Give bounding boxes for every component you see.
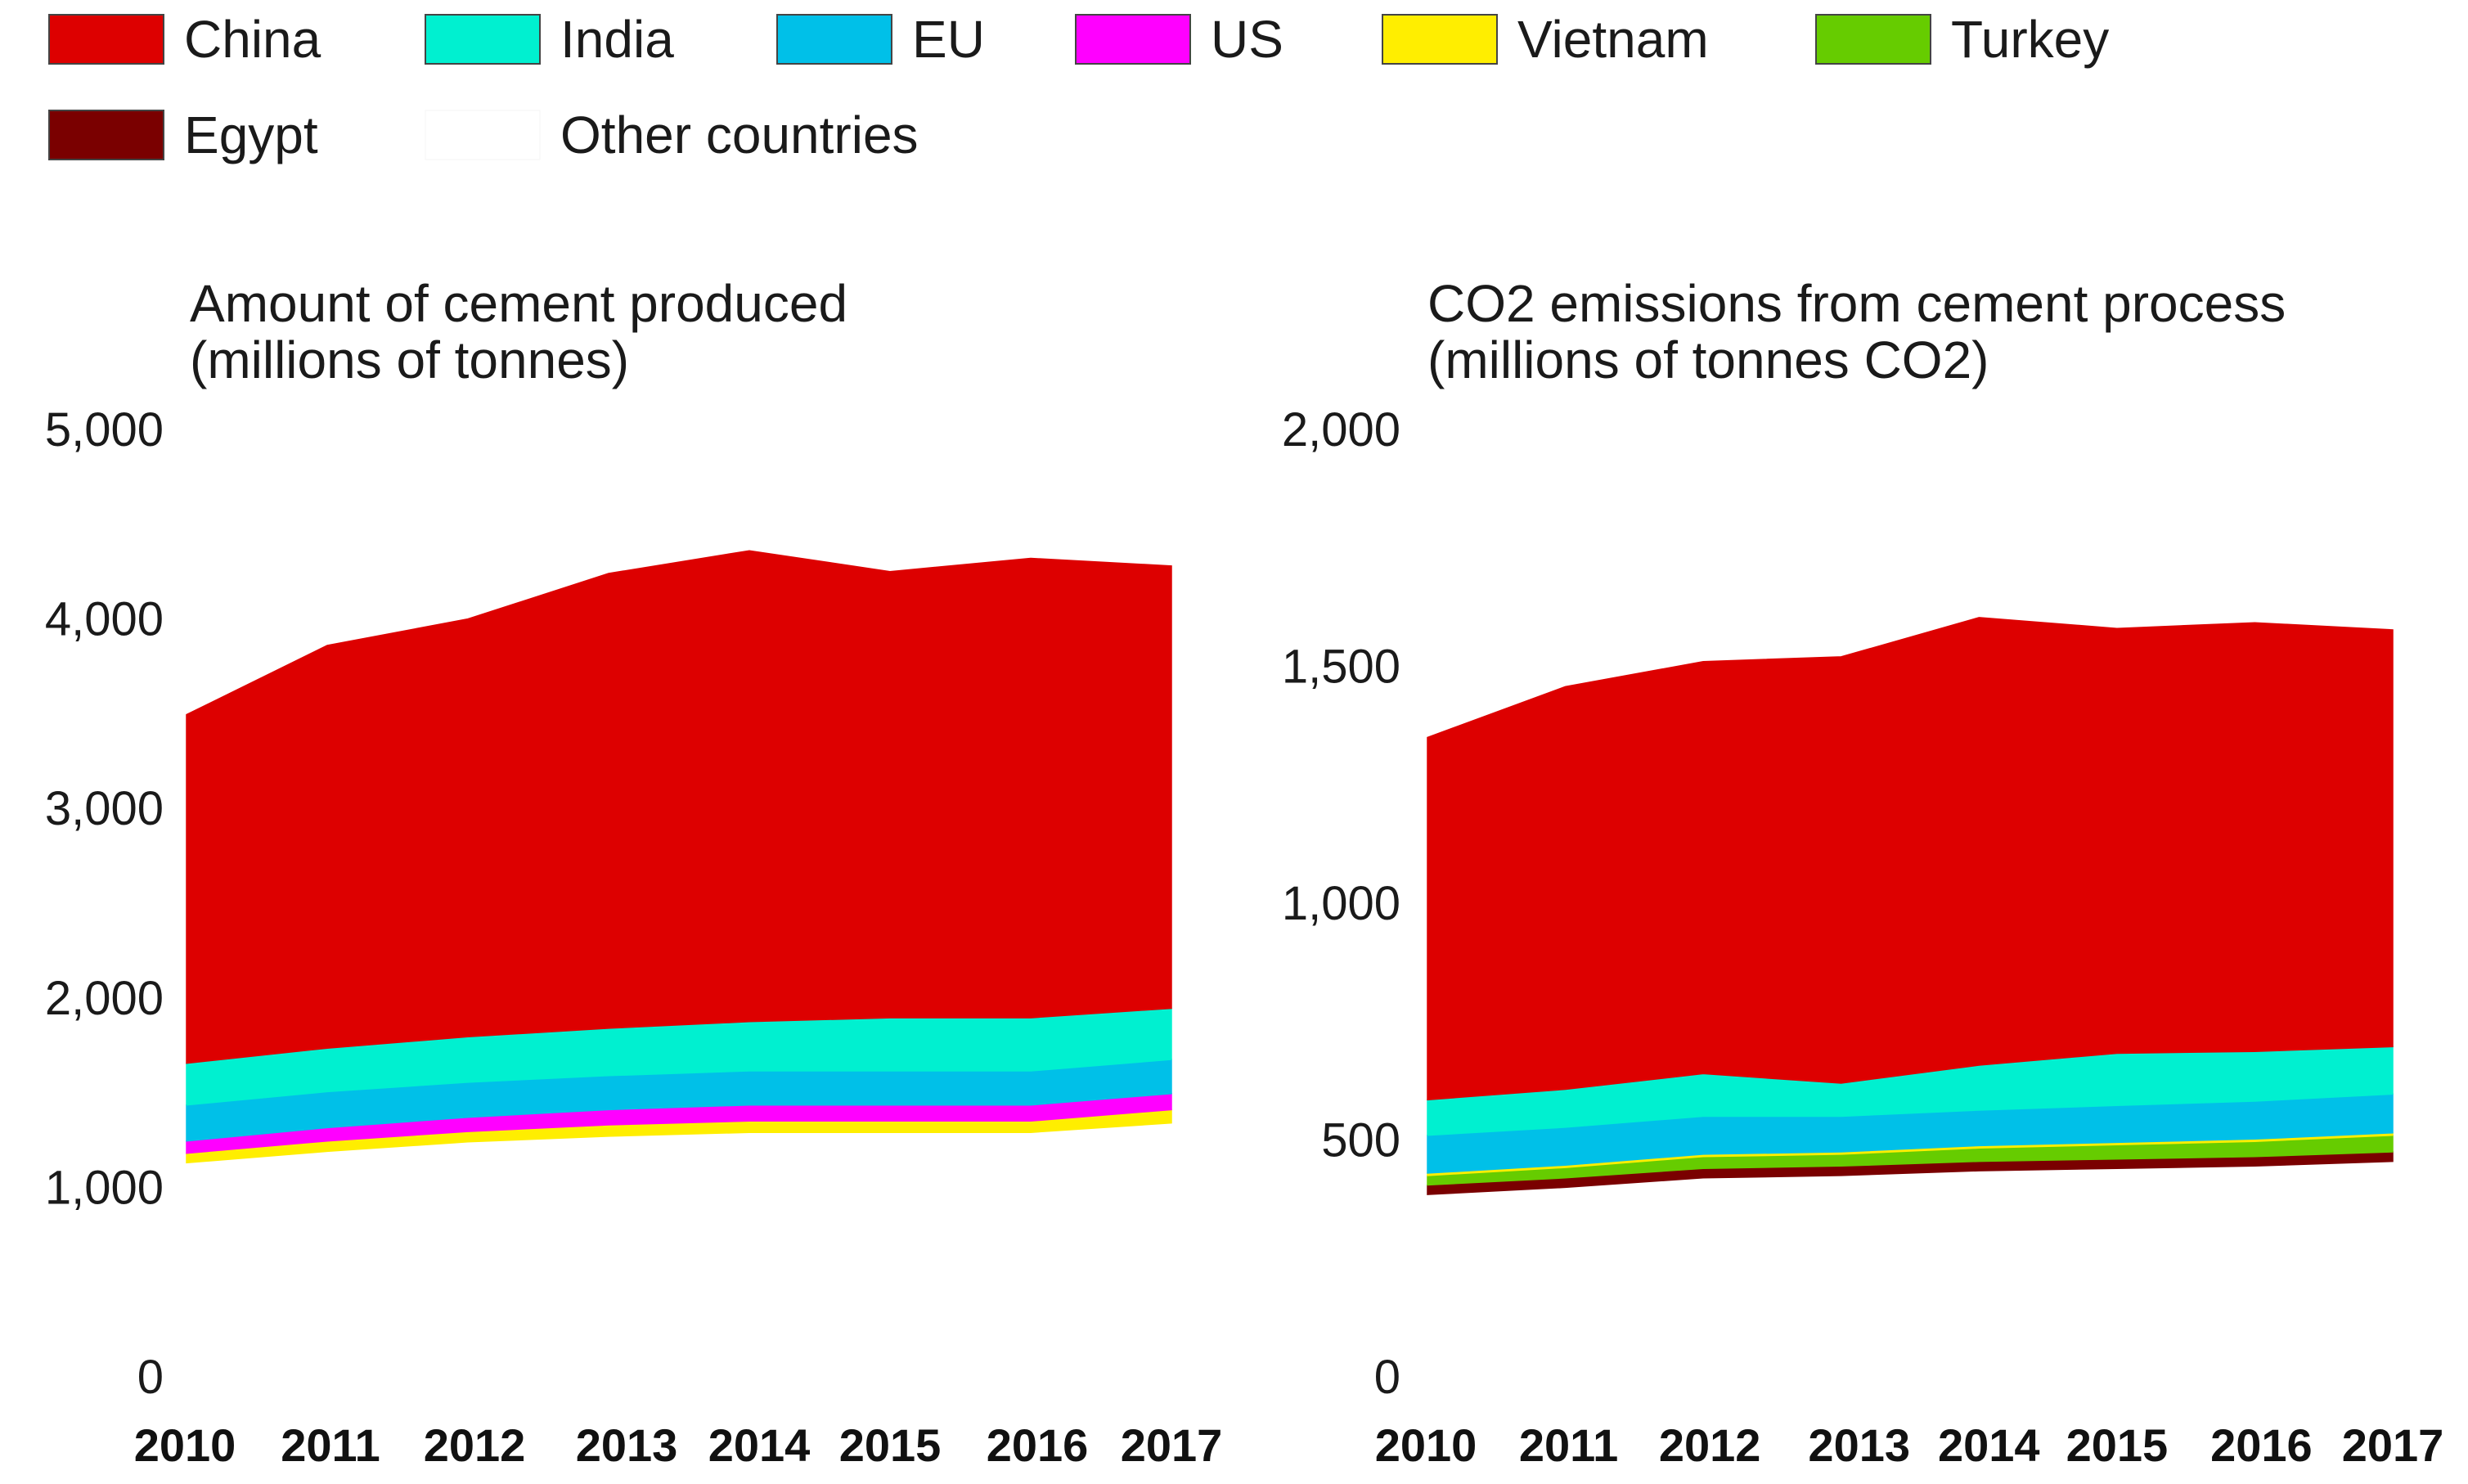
- legend-label-china: China: [184, 10, 321, 69]
- y-tick-label: 0: [137, 1351, 164, 1404]
- chart-subtitle: (millions of tonnes): [190, 331, 629, 389]
- legend-swatch-egypt: [48, 110, 164, 160]
- y-tick-label: 1,000: [1282, 877, 1400, 930]
- x-tick-label: 2011: [281, 1419, 380, 1471]
- legend-swatch-turkey: [1815, 14, 1931, 65]
- area-china: [186, 550, 1172, 1064]
- y-tick-label: 500: [1321, 1114, 1400, 1167]
- areas: [186, 550, 1172, 1377]
- legend-label-vietnam: Vietnam: [1517, 10, 1709, 69]
- x-tick-label: 2013: [576, 1419, 678, 1471]
- x-tick-label: 2016: [987, 1419, 1089, 1471]
- area-other-countries: [1427, 1161, 2393, 1377]
- x-tick-label: 2014: [708, 1419, 811, 1471]
- x-tick-label: 2015: [2066, 1419, 2169, 1471]
- chart-2: CO2 emissions from cement process(millio…: [1282, 274, 2443, 1471]
- x-tick-label: 2014: [1938, 1419, 2040, 1471]
- legend-swatch-vietnam: [1382, 14, 1498, 65]
- area-china: [1427, 617, 2394, 1101]
- x-axis: 2010 2011 2012 2013 2014 2015 2016 2017: [1375, 1419, 2444, 1471]
- legend-label-turkey: Turkey: [1951, 10, 2109, 69]
- legend-item-eu: EU: [776, 10, 985, 69]
- legend-swatch-india: [425, 14, 541, 65]
- y-axis: 0 500 1,000 1,500 2,000: [1282, 403, 1400, 1404]
- legend-label-egypt: Egypt: [184, 106, 318, 164]
- y-tick-label: 4,000: [45, 593, 164, 646]
- y-tick-label: 3,000: [45, 782, 164, 835]
- chart-1: Amount of cement produced(millions of to…: [45, 274, 1222, 1471]
- legend-item-turkey: Turkey: [1815, 10, 2109, 69]
- legend-swatch-china: [48, 14, 164, 65]
- y-axis: 0 1,000 2,000 3,000 4,000 5,000: [45, 403, 164, 1404]
- x-tick-label: 2010: [1375, 1419, 1477, 1471]
- legend-label-us: US: [1211, 10, 1283, 69]
- x-tick-label: 2017: [2342, 1419, 2444, 1471]
- legend-item-vietnam: Vietnam: [1382, 10, 1709, 69]
- legend-item-us: US: [1075, 10, 1283, 69]
- y-tick-label: 5,000: [45, 403, 164, 456]
- x-tick-label: 2016: [2210, 1419, 2313, 1471]
- x-axis: 2010 2011 2012 2013 2014 2015 2016 2017: [134, 1419, 1223, 1471]
- legend-item-other-countries: Other countries: [425, 106, 919, 164]
- y-tick-label: 1,500: [1282, 641, 1400, 694]
- x-tick-label: 2011: [1519, 1419, 1619, 1471]
- legend-swatch-us: [1075, 14, 1191, 65]
- x-tick-label: 2012: [1659, 1419, 1761, 1471]
- legend-item-india: India: [425, 10, 674, 69]
- area-other-countries: [187, 1122, 1171, 1377]
- legend-label-other-countries: Other countries: [560, 106, 919, 164]
- chart-title: CO2 emissions from cement process: [1427, 274, 2286, 333]
- charts: Amount of cement produced(millions of to…: [45, 274, 2443, 1471]
- legend-swatch-eu: [776, 14, 892, 65]
- y-tick-label: 2,000: [45, 972, 164, 1025]
- areas: [1427, 617, 2394, 1377]
- y-tick-label: 2,000: [1282, 403, 1400, 456]
- legend: China India EU US Vietnam Turkey Egypt Other co…: [48, 10, 2109, 164]
- legend-label-india: India: [560, 10, 674, 69]
- chart-subtitle: (millions of tonnes CO2): [1427, 331, 1989, 389]
- y-tick-label: 1,000: [45, 1161, 164, 1214]
- x-tick-label: 2012: [424, 1419, 526, 1471]
- x-tick-label: 2017: [1121, 1419, 1223, 1471]
- x-tick-label: 2013: [1808, 1419, 1910, 1471]
- legend-swatch-other-countries: [425, 110, 541, 160]
- chart-title: Amount of cement produced: [190, 274, 847, 333]
- legend-item-egypt: Egypt: [48, 106, 318, 164]
- legend-label-eu: EU: [912, 10, 985, 69]
- x-tick-label: 2010: [134, 1419, 236, 1471]
- y-tick-label: 0: [1374, 1351, 1400, 1404]
- legend-item-china: China: [48, 10, 321, 69]
- x-tick-label: 2015: [839, 1419, 942, 1471]
